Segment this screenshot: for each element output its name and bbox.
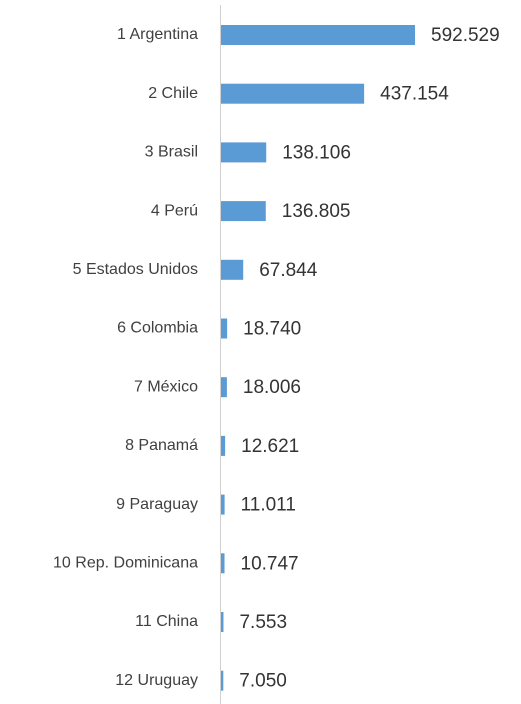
- value-label: 10.747: [241, 553, 299, 574]
- y-tick-label: 10 Rep. Dominicana: [53, 555, 198, 572]
- value-label: 138.106: [282, 142, 351, 163]
- value-label: 11.011: [241, 495, 296, 516]
- value-label: 592.529: [431, 25, 500, 46]
- value-label: 18.006: [243, 377, 301, 398]
- bar: [221, 612, 224, 632]
- bar: [221, 201, 266, 222]
- y-tick-label: 1 Argentina: [117, 26, 198, 43]
- bar: [221, 670, 224, 691]
- value-label: 67.844: [259, 260, 318, 281]
- value-label: 437.154: [380, 84, 449, 105]
- bar: [221, 435, 226, 456]
- bar: [221, 142, 267, 163]
- y-tick-label: 5 Estados Unidos: [73, 261, 198, 278]
- y-tick-label: 6 Colombia: [117, 320, 198, 337]
- bar: [221, 318, 228, 339]
- value-label: 136.805: [282, 201, 351, 222]
- y-tick-label: 4 Perú: [151, 202, 198, 219]
- value-label: 7.553: [239, 612, 287, 633]
- y-tick-label: 8 Panamá: [125, 437, 198, 454]
- bar: [221, 377, 227, 398]
- value-label: 18.740: [243, 319, 301, 340]
- y-tick-label: 7 México: [134, 378, 198, 395]
- y-tick-label: 2 Chile: [148, 85, 198, 102]
- value-label: 7.050: [239, 671, 287, 692]
- bar: [221, 259, 244, 280]
- value-label: 12.621: [241, 436, 299, 457]
- y-tick-label: 9 Paraguay: [116, 496, 198, 513]
- y-tick-label: 11 China: [135, 613, 198, 630]
- bar: [221, 494, 225, 515]
- bar: [221, 553, 225, 574]
- y-tick-label: 12 Uruguay: [115, 672, 198, 689]
- y-tick-label: 3 Brasil: [145, 144, 198, 161]
- bar: [221, 25, 415, 45]
- bar: [221, 83, 365, 104]
